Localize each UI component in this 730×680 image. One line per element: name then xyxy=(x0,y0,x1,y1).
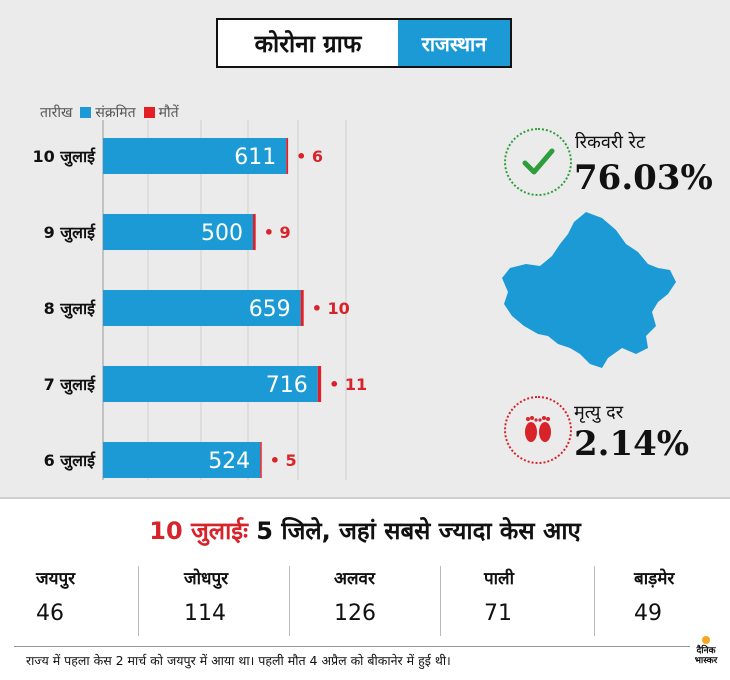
district-name: बाड़मेर xyxy=(634,569,675,589)
district-separator xyxy=(440,566,441,636)
districts-headline: 10 जुलाईः 5 जिले, जहां सबसे ज्यादा केस आ… xyxy=(0,514,730,547)
district-name: अलवर xyxy=(334,569,375,589)
district-item: अलवर 126 xyxy=(334,566,474,626)
bar-chart: 10 जुलाई 611 • 6 9 जुलाई 500 • 9 8 जुलाई 659 • 1… xyxy=(32,120,367,480)
logo-sun-icon xyxy=(702,636,710,644)
footer-note: राज्य में पहला केस 2 मार्च को जयपुर में … xyxy=(26,653,451,668)
district-item: जयपुर 46 xyxy=(36,566,176,626)
category-label: 10 जुलाई xyxy=(32,147,96,167)
title-box: कोरोना ग्राफ राजस्थान xyxy=(216,18,512,68)
mortality-label: मृत्यु दर xyxy=(574,402,624,423)
district-item: जोधपुर 114 xyxy=(184,566,324,626)
legend-infected-swatch xyxy=(80,107,92,118)
category-label: 9 जुलाई xyxy=(44,223,97,243)
deaths-value-label: • 5 xyxy=(270,451,297,470)
section-divider xyxy=(0,497,730,499)
deaths-bar xyxy=(317,366,322,402)
brand-logo: दैनिक भास्कर xyxy=(686,636,726,666)
district-item: पाली 71 xyxy=(484,566,624,626)
district-name: पाली xyxy=(484,569,514,589)
district-name: जयपुर xyxy=(36,569,76,589)
district-cases: 114 xyxy=(184,601,226,626)
deaths-value-label: • 10 xyxy=(312,299,350,318)
page-title: कोरोना ग्राफ xyxy=(254,29,362,58)
recovery-value: 76.03% xyxy=(574,158,713,198)
deaths-bar xyxy=(300,290,304,326)
region-tag: राजस्थान xyxy=(398,20,510,66)
legend-date-label: तारीख xyxy=(40,105,73,121)
district-cases: 71 xyxy=(484,601,512,626)
deaths-value-label: • 11 xyxy=(329,375,367,394)
check-icon xyxy=(522,148,555,175)
mortality-value: 2.14% xyxy=(574,424,690,464)
infected-value-label: 611 xyxy=(234,145,276,170)
district-cases: 46 xyxy=(36,601,64,626)
deaths-bar xyxy=(286,138,289,174)
deaths-bar xyxy=(260,442,262,478)
district-cases: 126 xyxy=(334,601,376,626)
infected-value-label: 500 xyxy=(201,221,243,246)
recovery-label: रिकवरी रेट xyxy=(575,132,646,153)
infected-bar xyxy=(103,214,253,250)
category-label: 7 जुलाई xyxy=(44,375,97,395)
footprints-icon xyxy=(525,416,551,442)
infected-bar xyxy=(103,442,261,478)
district-item: बाड़मेर 49 xyxy=(634,566,730,626)
district-list: जयपुर 46 जोधपुर 114 अलवर 126 पाली 71 बाड… xyxy=(0,566,730,636)
infected-bar xyxy=(103,138,287,174)
category-label: 6 जुलाई xyxy=(44,451,97,471)
district-name: जोधपुर xyxy=(184,569,229,589)
district-separator xyxy=(594,566,595,636)
headline-date: 10 जुलाईः xyxy=(149,517,248,545)
recovery-badge xyxy=(504,128,572,196)
mortality-badge xyxy=(504,396,572,464)
logo-line2: भास्कर xyxy=(694,656,718,666)
category-label: 8 जुलाई xyxy=(44,299,97,319)
district-separator xyxy=(289,566,290,636)
footer-divider xyxy=(14,646,690,647)
district-cases: 49 xyxy=(634,601,662,626)
deaths-bar xyxy=(253,214,256,250)
rajasthan-map xyxy=(502,212,676,368)
deaths-value-label: • 6 xyxy=(296,147,323,166)
district-separator xyxy=(138,566,139,636)
logo-line1: दैनिक xyxy=(696,646,716,656)
infected-value-label: 524 xyxy=(208,449,250,474)
deaths-value-label: • 9 xyxy=(264,223,291,242)
infected-value-label: 659 xyxy=(249,297,291,322)
legend-deaths-label: मौतें xyxy=(158,105,179,121)
headline-text: 5 जिले, जहां सबसे ज्यादा केस आए xyxy=(247,517,581,545)
infected-value-label: 716 xyxy=(266,373,308,398)
chart-legend: तारीख संक्रमित मौतें xyxy=(40,103,179,122)
legend-deaths-swatch xyxy=(143,107,155,118)
infected-bar xyxy=(103,290,301,326)
legend-infected-label: संक्रमित xyxy=(95,105,136,121)
infected-bar xyxy=(103,366,318,402)
